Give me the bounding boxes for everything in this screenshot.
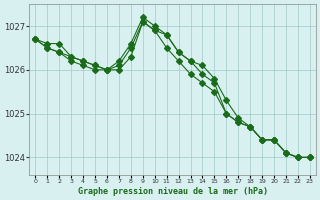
X-axis label: Graphe pression niveau de la mer (hPa): Graphe pression niveau de la mer (hPa) [78,187,268,196]
